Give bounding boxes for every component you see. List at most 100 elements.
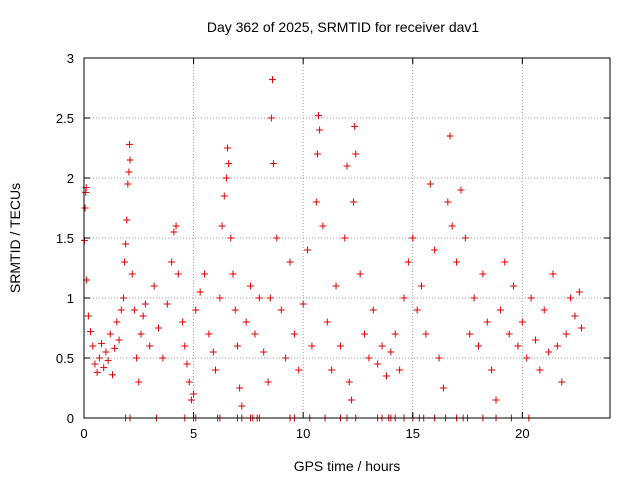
data-point <box>426 180 434 188</box>
data-point <box>446 132 454 140</box>
data-point <box>365 354 373 362</box>
data-point <box>567 294 575 302</box>
data-point <box>185 378 193 386</box>
data-point <box>91 360 99 368</box>
data-point <box>98 340 106 348</box>
data-point <box>196 288 204 296</box>
data-point <box>163 300 171 308</box>
data-point <box>172 222 180 230</box>
data-point <box>312 198 320 206</box>
data-point <box>126 140 134 148</box>
data-point <box>461 234 469 242</box>
data-point <box>216 294 224 302</box>
data-point <box>496 306 504 314</box>
data-point <box>518 318 526 326</box>
data-point <box>540 306 548 314</box>
data-point <box>159 354 167 362</box>
data-point <box>183 360 191 368</box>
data-points <box>80 76 586 422</box>
y-tick-label: 2.5 <box>56 111 74 126</box>
data-point <box>483 318 491 326</box>
x-tick-label: 10 <box>296 426 310 441</box>
x-tick-label: 20 <box>515 426 529 441</box>
data-point <box>242 318 250 326</box>
grid-lines <box>84 58 610 418</box>
data-point <box>435 354 443 362</box>
data-point <box>382 372 390 380</box>
data-point <box>510 282 518 290</box>
data-point <box>236 384 244 392</box>
data-point <box>422 330 430 338</box>
data-point <box>125 168 133 176</box>
data-point <box>396 366 404 374</box>
data-point <box>313 150 321 158</box>
data-point <box>106 330 114 338</box>
data-point <box>141 300 149 308</box>
x-tick-label: 0 <box>80 426 87 441</box>
data-point <box>95 354 103 362</box>
data-point <box>170 228 178 236</box>
data-point <box>492 396 500 404</box>
data-point <box>347 396 355 404</box>
data-point <box>117 306 125 314</box>
data-point <box>374 360 382 368</box>
data-point <box>361 330 369 338</box>
data-point <box>122 240 130 248</box>
data-point <box>251 330 259 338</box>
data-point <box>488 366 496 374</box>
data-point <box>93 368 101 376</box>
data-point <box>575 288 583 296</box>
data-point <box>201 270 209 278</box>
data-point <box>290 330 298 338</box>
y-axis-label: SRMTID / TECUs <box>7 183 23 293</box>
data-point <box>501 258 509 266</box>
data-point <box>457 186 465 194</box>
data-point <box>277 306 285 314</box>
data-point <box>124 180 132 188</box>
data-point <box>356 270 364 278</box>
data-point <box>108 371 116 379</box>
data-point <box>181 342 189 350</box>
x-tick-label: 5 <box>190 426 197 441</box>
data-point <box>133 354 141 362</box>
data-point <box>126 156 134 164</box>
data-point <box>130 306 138 314</box>
axis-ticks: 0 5 10 15 20 0 0.5 1 1.5 2 2.5 3 <box>56 51 610 441</box>
data-point <box>104 356 112 364</box>
data-point <box>571 312 579 320</box>
data-point <box>514 342 522 350</box>
y-tick-label: 0.5 <box>56 351 74 366</box>
data-point <box>119 294 127 302</box>
data-point <box>400 294 408 302</box>
data-point <box>218 222 226 230</box>
data-point <box>319 222 327 230</box>
data-point <box>387 348 395 356</box>
data-point <box>282 354 290 362</box>
data-point <box>84 312 92 320</box>
data-point <box>247 282 255 290</box>
data-point <box>479 270 487 278</box>
data-point <box>139 312 147 320</box>
data-point <box>466 330 474 338</box>
data-point <box>444 198 452 206</box>
data-point <box>545 348 553 356</box>
data-point <box>115 336 123 344</box>
data-point <box>264 378 272 386</box>
data-point <box>87 328 95 336</box>
data-point <box>470 294 478 302</box>
data-point <box>413 306 421 314</box>
data-point <box>89 342 97 350</box>
data-point <box>304 246 312 254</box>
data-point <box>343 162 351 170</box>
data-point <box>336 342 344 350</box>
x-tick-label: 15 <box>406 426 420 441</box>
data-point <box>150 282 158 290</box>
x-axis-label: GPS time / hours <box>294 458 401 474</box>
data-point <box>227 234 235 242</box>
data-point <box>369 306 377 314</box>
data-point <box>212 366 219 374</box>
data-point <box>111 344 119 352</box>
data-point <box>121 258 129 266</box>
data-point <box>315 112 323 120</box>
data-point <box>527 294 535 302</box>
